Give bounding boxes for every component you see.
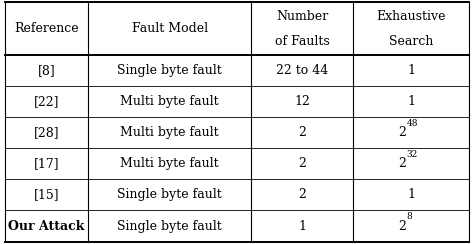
Text: Our Attack: Our Attack [9,220,85,233]
Text: Single byte fault: Single byte fault [117,220,222,233]
Text: 2: 2 [398,220,406,233]
Text: 8: 8 [407,213,412,222]
Text: Reference: Reference [14,22,79,35]
Text: Single byte fault: Single byte fault [117,188,222,202]
Text: [22]: [22] [34,95,59,108]
Text: Multi byte fault: Multi byte fault [120,126,219,139]
Text: 2: 2 [398,157,406,170]
Text: 2: 2 [298,188,306,202]
Text: Multi byte fault: Multi byte fault [120,157,219,170]
Text: Single byte fault: Single byte fault [117,64,222,77]
Text: 1: 1 [298,220,306,233]
Text: [28]: [28] [34,126,59,139]
Text: [8]: [8] [37,64,55,77]
Text: [17]: [17] [34,157,59,170]
Text: 2: 2 [298,126,306,139]
Text: Multi byte fault: Multi byte fault [120,95,219,108]
Text: Search: Search [389,35,433,48]
Text: Exhaustive: Exhaustive [376,10,446,23]
Text: [15]: [15] [34,188,59,202]
Text: of Faults: of Faults [274,35,329,48]
Text: Number: Number [276,10,328,23]
Text: 32: 32 [407,150,418,159]
Text: 1: 1 [407,188,415,202]
Text: 48: 48 [407,119,418,128]
Text: 12: 12 [294,95,310,108]
Text: 1: 1 [407,95,415,108]
Text: 1: 1 [407,64,415,77]
Text: 22 to 44: 22 to 44 [276,64,328,77]
Text: 2: 2 [398,126,406,139]
Text: 2: 2 [298,157,306,170]
Text: Fault Model: Fault Model [132,22,208,35]
